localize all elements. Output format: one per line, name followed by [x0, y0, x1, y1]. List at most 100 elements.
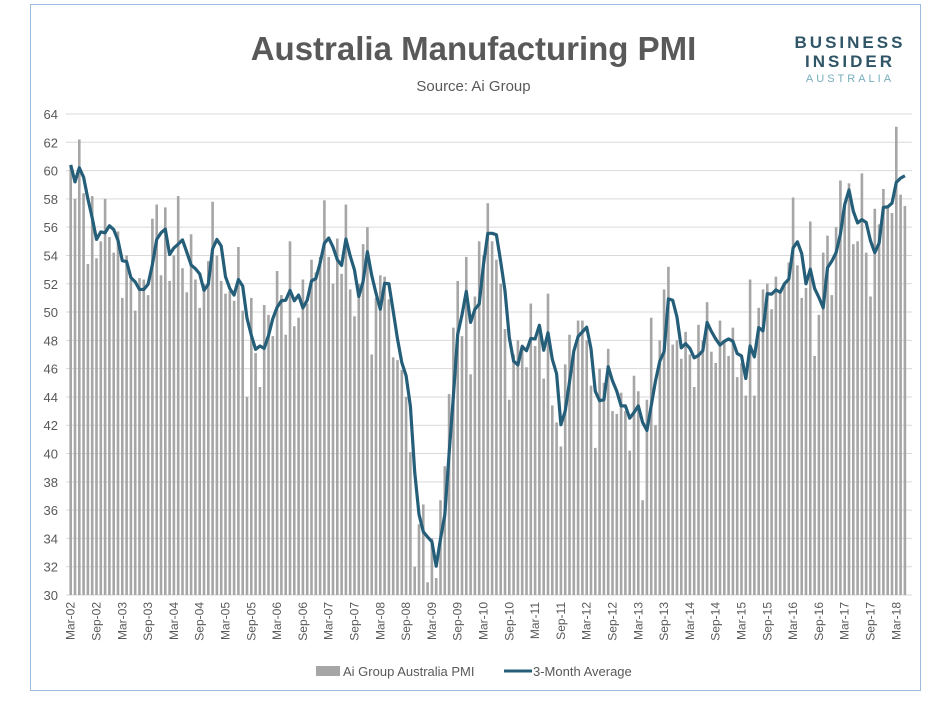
pmi-bar — [667, 266, 670, 595]
x-tick-label: Sep-17 — [864, 602, 878, 641]
pmi-bar — [336, 238, 339, 595]
pmi-bar — [568, 334, 571, 595]
chart-frame — [30, 4, 921, 691]
pmi-bar — [791, 197, 795, 595]
pmi-bar — [649, 317, 653, 595]
pmi-bar — [366, 227, 369, 596]
y-tick-label: 34 — [44, 531, 58, 546]
pmi-bar — [426, 582, 429, 595]
pmi-bar — [168, 280, 171, 595]
pmi-bar — [456, 280, 459, 595]
pmi-bar — [250, 297, 253, 595]
pmi-bar — [512, 354, 515, 595]
pmi-bar — [753, 395, 756, 595]
y-tick-label: 60 — [44, 164, 58, 179]
pmi-bar — [318, 256, 322, 595]
pmi-bar — [516, 340, 520, 595]
pmi-bar — [391, 357, 395, 595]
pmi-bar — [744, 395, 748, 595]
pmi-bar — [572, 354, 576, 595]
pmi-bar — [834, 227, 838, 596]
x-tick-label: Sep-04 — [193, 602, 207, 641]
pmi-bar — [869, 296, 872, 595]
pmi-bar — [899, 194, 902, 595]
pmi-bar — [821, 252, 825, 595]
pmi-bar — [731, 327, 735, 595]
pmi-bar — [641, 500, 644, 595]
x-tick-label: Mar-10 — [477, 602, 491, 640]
pmi-bar — [890, 213, 894, 595]
pmi-bar — [241, 310, 244, 595]
pmi-bar — [370, 354, 373, 595]
x-tick-label: Mar-11 — [528, 602, 542, 639]
pmi-bar — [90, 196, 94, 595]
x-tick-label: Sep-05 — [244, 602, 258, 641]
pmi-bar — [357, 283, 361, 595]
pmi-bar — [151, 218, 154, 595]
business-insider-logo: BUSINESS INSIDER AUSTRALIA — [780, 33, 920, 87]
pmi-bar — [301, 279, 305, 595]
x-tick-label: Sep-12 — [606, 602, 620, 641]
x-tick-label: Sep-03 — [141, 602, 155, 641]
pmi-bar — [211, 201, 214, 595]
x-tick-label: Sep-10 — [502, 602, 516, 641]
legend-label-average: 3-Month Average — [533, 664, 632, 679]
pmi-bar — [830, 295, 834, 595]
x-tick-label: Mar-18 — [889, 602, 903, 640]
pmi-bar — [305, 303, 309, 595]
pmi-bar — [194, 279, 197, 595]
pmi-bar — [185, 292, 189, 595]
pmi-bar — [383, 276, 386, 595]
pmi-bar — [546, 293, 550, 595]
pmi-bar — [293, 326, 296, 595]
legend-swatch-pmi — [316, 666, 340, 676]
pmi-bar — [684, 331, 687, 595]
pmi-bar — [164, 207, 167, 595]
pmi-bar — [95, 258, 98, 595]
x-tick-label: Mar-06 — [270, 602, 284, 640]
pmi-bar — [499, 283, 502, 595]
pmi-bar — [469, 374, 472, 595]
x-tick-label: Sep-13 — [657, 602, 671, 641]
pmi-bar — [271, 336, 275, 595]
pmi-bar — [232, 300, 236, 595]
x-tick-label: Mar-09 — [425, 602, 439, 640]
y-tick-label: 64 — [44, 107, 58, 122]
pmi-bar — [262, 304, 266, 595]
pmi-bar — [86, 263, 90, 595]
pmi-bar — [697, 324, 700, 595]
pmi-bar — [559, 446, 563, 595]
y-tick-label: 32 — [44, 560, 58, 575]
y-tick-label: 56 — [44, 220, 58, 235]
pmi-bar — [852, 244, 855, 595]
logo-line-3: AUSTRALIA — [805, 73, 895, 85]
x-tick-label: Mar-08 — [373, 602, 387, 640]
chart-subtitle: Source: Ai Group — [416, 78, 531, 95]
pmi-bar — [331, 283, 335, 595]
pmi-bar — [503, 329, 507, 595]
pmi-bar — [189, 234, 193, 595]
pmi-bar — [718, 320, 722, 595]
pmi-bar — [542, 378, 545, 595]
pmi-bar — [680, 358, 683, 595]
pmi-bar — [873, 208, 877, 596]
pmi-bar — [254, 353, 257, 595]
x-tick-label: Sep-07 — [348, 602, 362, 641]
pmi-bar — [585, 340, 588, 595]
pmi-bar — [116, 231, 120, 595]
x-tick-label: Mar-03 — [115, 602, 129, 640]
pmi-bar — [774, 276, 778, 595]
y-tick-label: 46 — [44, 362, 58, 377]
pmi-bar — [606, 348, 610, 595]
pmi-bar — [473, 296, 477, 595]
pmi-bar — [804, 288, 808, 595]
x-tick-label: Sep-16 — [812, 602, 826, 641]
pmi-bar — [417, 524, 421, 595]
pmi-bar — [800, 297, 803, 595]
y-tick-label: 48 — [44, 333, 58, 348]
pmi-bar — [142, 279, 146, 595]
pmi-bar — [465, 256, 468, 595]
average-line — [69, 164, 906, 568]
pmi-bar — [662, 289, 666, 595]
